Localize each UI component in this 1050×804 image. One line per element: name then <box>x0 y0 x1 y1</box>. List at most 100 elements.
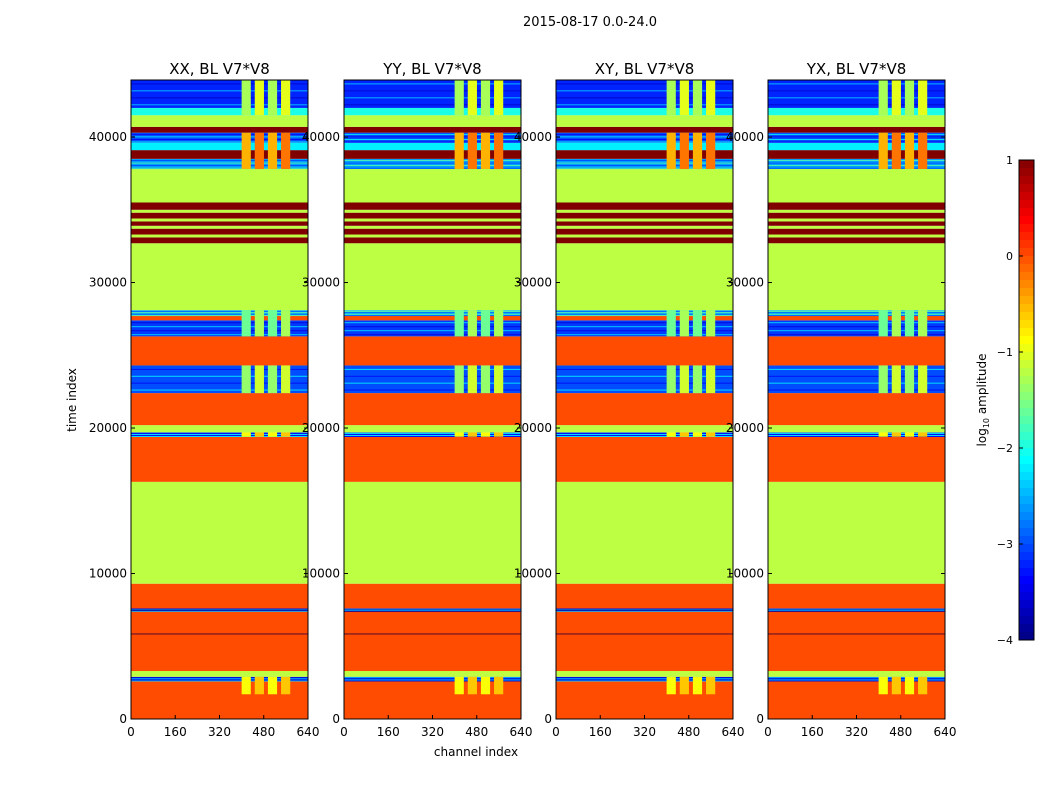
heatmap-band <box>768 243 945 311</box>
colorbar-tick-label: −2 <box>997 442 1013 455</box>
heatmap-stripe <box>131 389 308 391</box>
heatmap-band <box>344 365 521 394</box>
heatmap-band <box>344 611 521 634</box>
heatmap-rfi-block <box>891 365 901 394</box>
heatmap-stripe <box>131 83 308 85</box>
panel-2: XY, BL V7*V8 0 160 320 480 640 0 10000 20000 3000… <box>514 60 745 739</box>
colorbar-segment <box>1019 600 1034 609</box>
heatmap-band <box>131 107 308 116</box>
heatmap-stripe <box>344 434 521 435</box>
heatmap-stripe <box>131 312 308 314</box>
heatmap-band <box>344 243 521 311</box>
heatmap-stripe <box>556 322 733 324</box>
heatmap-stripe <box>768 162 945 164</box>
y-tick-label: 10000 <box>89 567 127 581</box>
heatmap-stripe <box>131 679 308 681</box>
heatmap-rfi-block <box>281 676 291 695</box>
heatmap-stripe <box>556 167 733 169</box>
x-tick-label: 0 <box>764 725 772 739</box>
x-tick-label: 480 <box>465 725 488 739</box>
heatmap-rfi-block <box>494 310 504 337</box>
heatmap-band <box>344 633 521 635</box>
colorbar-segment <box>1019 608 1034 617</box>
heatmap-stripe <box>131 609 308 611</box>
colorbar-segment <box>1019 184 1034 193</box>
heatmap-stripe <box>556 313 733 315</box>
heatmap-band <box>768 315 945 321</box>
heatmap-rfi-block <box>241 432 251 437</box>
heatmap-stripe <box>344 141 521 143</box>
heatmap-band <box>131 315 308 321</box>
heatmap-band <box>556 633 733 635</box>
y-tick-label: 40000 <box>726 130 764 144</box>
heatmap-band <box>768 237 945 244</box>
colorbar-segment <box>1019 416 1034 425</box>
heatmap-rfi-block <box>878 676 888 695</box>
heatmap-stripe <box>768 83 945 85</box>
heatmap-stripe <box>556 90 733 92</box>
heatmap-stripe <box>768 610 945 612</box>
heatmap-rfi-block <box>666 676 676 695</box>
heatmap-stripe <box>768 312 945 314</box>
heatmap-rfi-block <box>494 80 504 116</box>
heatmap-rfi-block <box>666 365 676 394</box>
heatmap-rfi-block <box>480 80 491 116</box>
heatmap-band <box>768 158 945 170</box>
heatmap-band <box>344 315 521 321</box>
colorbar-segment <box>1019 168 1034 177</box>
heatmap-rfi-block <box>454 80 464 116</box>
colorbar-segment <box>1019 624 1034 633</box>
heatmap-stripe <box>344 312 521 314</box>
heatmap-stripe <box>344 436 521 438</box>
colorbar-segment <box>1019 336 1034 345</box>
heatmap-stripe <box>768 90 945 92</box>
heatmap-stripe <box>344 162 521 164</box>
heatmap-stripe <box>131 139 308 140</box>
heatmap-band <box>768 393 945 426</box>
colorbar-tick-label: 0 <box>1006 250 1013 263</box>
heatmap-stripe <box>344 313 521 315</box>
colorbar-segment <box>1019 304 1034 313</box>
x-tick-label: 640 <box>934 725 957 739</box>
colorbar-segment <box>1019 256 1034 265</box>
heatmap-band <box>768 681 945 719</box>
heatmap-stripe <box>131 315 308 317</box>
heatmap-band <box>131 237 308 244</box>
heatmap-stripe <box>556 436 733 438</box>
heatmap-rfi-block <box>241 132 251 170</box>
heatmap-stripe <box>131 435 308 436</box>
colorbar-segment <box>1019 200 1034 209</box>
heatmap-band <box>768 670 945 677</box>
heatmap-stripe <box>344 326 521 328</box>
heatmap-band <box>768 634 945 671</box>
heatmap-band <box>344 107 521 116</box>
colorbar-segment <box>1019 584 1034 593</box>
heatmap-rfi-block <box>904 310 915 337</box>
y-tick-label: 40000 <box>514 130 552 144</box>
heatmap-stripe <box>556 136 733 138</box>
colorbar-segment <box>1019 552 1034 561</box>
heatmap-rfi-block <box>267 676 278 695</box>
colorbar-segment <box>1019 272 1034 281</box>
heatmap-rfi-block <box>454 132 464 170</box>
x-tick-label: 480 <box>252 725 275 739</box>
heatmap-stripe <box>344 133 521 135</box>
heatmap-band <box>131 611 308 634</box>
heatmap-rfi-block <box>706 80 716 116</box>
heatmap-band <box>556 336 733 366</box>
heatmap-band <box>131 481 308 584</box>
heatmap-stripe <box>131 165 308 167</box>
colorbar-segment <box>1019 368 1034 377</box>
heatmap-band <box>768 481 945 584</box>
heatmap-rfi-block <box>467 132 477 170</box>
colorbar-segment <box>1019 216 1034 225</box>
heatmap-band <box>768 126 945 133</box>
heatmap-stripe <box>556 139 733 140</box>
heatmap-rfi-block <box>467 310 477 337</box>
heatmap-stripe <box>768 677 945 679</box>
heatmap-rfi-block <box>918 365 928 394</box>
colorbar-segment <box>1019 512 1034 521</box>
y-tick-label: 10000 <box>726 567 764 581</box>
heatmap-rfi-block <box>666 132 676 170</box>
heatmap-band <box>768 365 945 394</box>
